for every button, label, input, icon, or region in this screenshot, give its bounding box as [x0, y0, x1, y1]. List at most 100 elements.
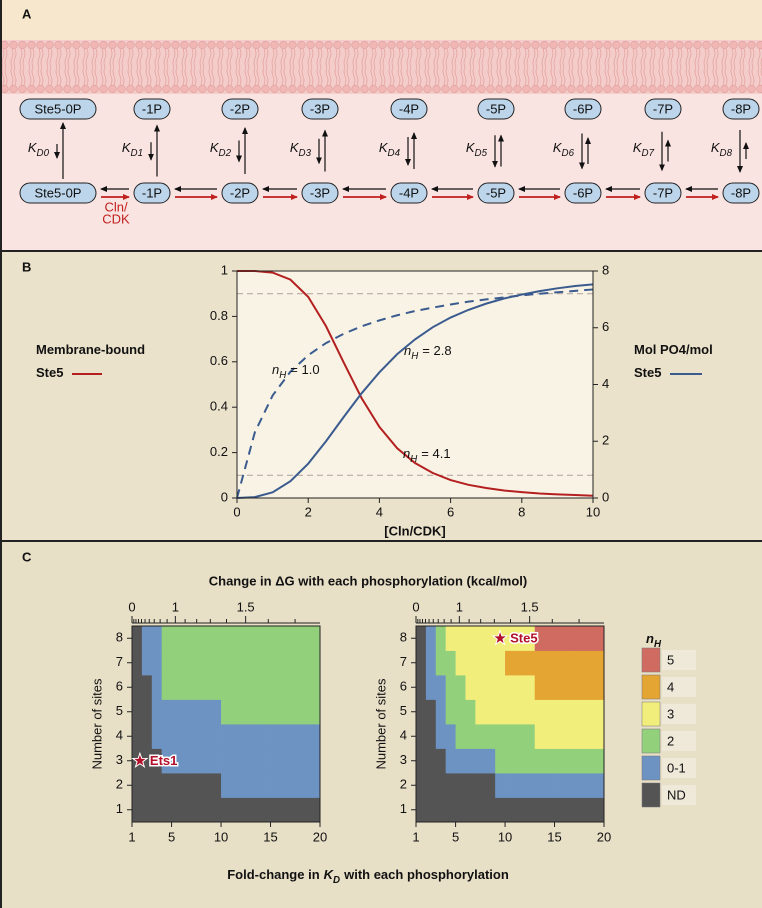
heat-cell [564, 699, 575, 725]
legend-label: Mol PO4/mol Ste5 [634, 342, 713, 380]
heat-cell [270, 748, 281, 774]
heat-cell [544, 650, 555, 676]
heat-cell [300, 675, 311, 700]
heat-cell [230, 797, 242, 823]
heat-cell [270, 773, 281, 798]
heat-cell [280, 748, 291, 774]
heat-cell [201, 650, 212, 676]
rate-constant: KD8 [711, 140, 733, 158]
legend-title: nH [646, 631, 662, 649]
heat-cell [514, 650, 526, 676]
heat-cell [554, 797, 565, 823]
text-part: n [646, 631, 654, 646]
heat-cell [465, 675, 476, 700]
heat-cell [250, 675, 262, 700]
panel-a-top [0, 0, 762, 40]
heat-cell [151, 675, 163, 700]
heat-cell [300, 724, 311, 749]
enzyme-label: Cln/ [104, 199, 128, 214]
heat-cell [425, 626, 437, 651]
heat-cell [435, 748, 447, 774]
y-tick-label: 2 [116, 777, 123, 792]
heat-cell [455, 650, 466, 676]
y-tick-label: 0.4 [210, 399, 228, 414]
heat-cell [240, 675, 252, 700]
heat-cell [270, 675, 281, 700]
heat-cell [171, 650, 182, 676]
heat-cell [221, 748, 232, 774]
heat-cell [280, 773, 291, 798]
legend-label: Membrane-bound Ste5 [36, 342, 146, 380]
rate-constant: KD6 [553, 140, 575, 158]
legend-label: 5 [667, 652, 674, 667]
heat-cell [514, 724, 526, 749]
heat-cell [310, 675, 321, 700]
cytoplasm [0, 94, 762, 251]
heat-cell [230, 699, 242, 725]
state-box [390, 182, 428, 204]
annotation: nH = 2.8 [404, 343, 452, 361]
heat-cell [181, 699, 192, 725]
y2-tick-label: 2 [602, 433, 609, 448]
rate-constant: KD0 [28, 140, 50, 158]
heat-cell [445, 773, 456, 798]
heat-cell [485, 675, 496, 700]
heat-cell [564, 675, 575, 700]
heat-cell [485, 626, 496, 651]
state-box [221, 182, 259, 204]
heat-cell [270, 626, 281, 651]
heat-cell [435, 626, 447, 651]
heat-cell [514, 626, 526, 651]
state-box [722, 182, 760, 204]
state-box [564, 98, 602, 120]
heat-cell [514, 748, 526, 774]
x-tick-label: 15 [263, 829, 277, 844]
heat-cell [416, 724, 427, 749]
text-part: K [379, 140, 389, 155]
heat-cell [181, 748, 192, 774]
heat-cell [514, 675, 526, 700]
heat-cell [416, 675, 427, 700]
heat-cell [132, 626, 143, 651]
heat-cell [181, 773, 192, 798]
heat-cell [505, 797, 516, 823]
heat-cell [221, 650, 232, 676]
annotation: nH = 4.1 [403, 446, 451, 464]
heat-cell [416, 626, 427, 651]
heat-cell [230, 724, 242, 749]
legend-label: ND [667, 787, 686, 802]
state-label: -4P [399, 101, 419, 116]
state-box [221, 98, 259, 120]
legend-swatch [641, 647, 661, 673]
heat-cell [300, 797, 311, 823]
heat-cell [260, 675, 271, 700]
heat-cell [524, 699, 536, 725]
heat-cell [290, 675, 301, 700]
plot-frame [236, 270, 594, 499]
state-box [644, 98, 682, 120]
heat-cell [260, 773, 271, 798]
heat-cell [445, 699, 456, 725]
y-tick-label: 3 [116, 752, 123, 767]
text-part: K [466, 140, 476, 155]
x-tick-label: 20 [313, 829, 327, 844]
x2-tick-label: 1.5 [521, 599, 539, 614]
subscript: D [333, 875, 340, 886]
heat-cell [544, 748, 555, 774]
heat-cell [514, 699, 526, 725]
heat-cell [455, 797, 466, 823]
heat-cell [290, 650, 301, 676]
heat-cell [270, 724, 281, 749]
heat-cell [455, 675, 466, 700]
heat-cell [445, 797, 456, 823]
subscript: D7 [642, 148, 655, 159]
heat-cell [211, 699, 222, 725]
heat-cell [524, 797, 536, 823]
series-line [237, 270, 594, 497]
heat-cell [594, 724, 605, 749]
heat-cell [161, 699, 172, 725]
legend-label-bg [662, 704, 696, 724]
heat-cell [584, 626, 595, 651]
x-tick-label: 15 [547, 829, 561, 844]
heat-cell [584, 724, 595, 749]
